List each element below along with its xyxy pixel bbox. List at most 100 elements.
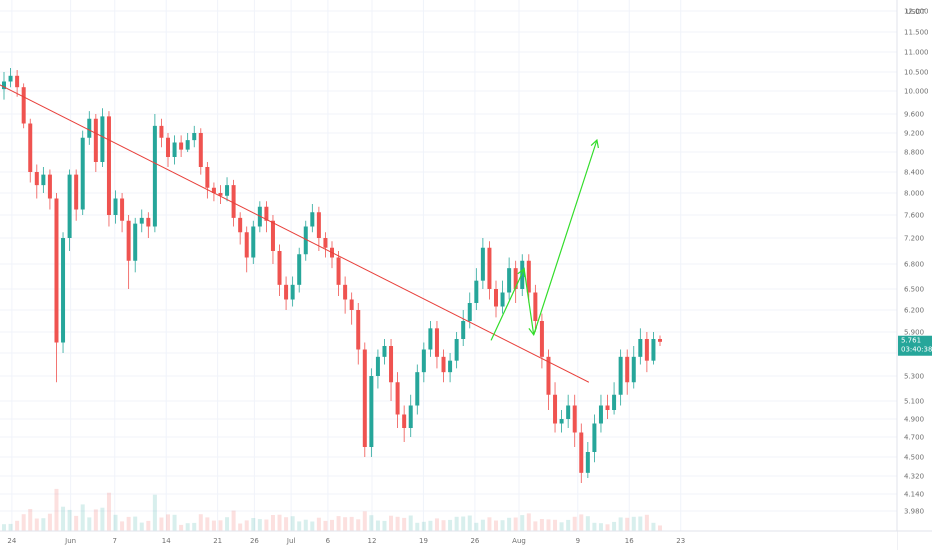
volume-bar xyxy=(231,510,236,531)
volume-bar xyxy=(658,525,662,531)
candle-body xyxy=(500,292,505,307)
candle-body xyxy=(172,142,177,157)
candle-body xyxy=(100,116,105,162)
volume-bar xyxy=(605,524,610,531)
volume-bar xyxy=(225,517,230,531)
projection-path[interactable] xyxy=(490,139,598,341)
volume-bar xyxy=(631,516,636,531)
candle-body xyxy=(225,185,230,196)
volume-bar xyxy=(113,514,118,531)
time-axis[interactable] xyxy=(0,530,932,550)
projection-arrowheads xyxy=(517,138,599,337)
volume-bar xyxy=(8,523,13,531)
candles xyxy=(2,68,662,483)
volume-bar xyxy=(644,514,649,531)
candle-body xyxy=(133,223,138,261)
volume-bar xyxy=(303,519,308,531)
candle-body xyxy=(546,356,551,395)
candle-body xyxy=(80,137,85,210)
x-tick-label: 9 xyxy=(576,537,580,545)
candle-body xyxy=(572,405,577,433)
volume-bar xyxy=(349,516,354,531)
y-tick-label: 5.900 xyxy=(904,329,924,337)
x-tick-label: Jun xyxy=(64,537,76,545)
volume-bar xyxy=(185,523,190,531)
price-axis[interactable] xyxy=(896,0,932,550)
candle-body xyxy=(533,292,538,321)
y-tick-label: 11.000 xyxy=(904,49,929,57)
y-tick-label: 4.140 xyxy=(904,491,924,499)
x-tick-label: 24 xyxy=(7,537,16,545)
arrowhead xyxy=(517,267,526,278)
candle-body xyxy=(336,257,341,285)
trendline[interactable] xyxy=(0,73,590,383)
candle-body xyxy=(454,339,459,361)
volume-bar xyxy=(415,522,420,531)
volume-bar xyxy=(61,506,66,531)
x-tick-label: 14 xyxy=(162,537,171,545)
volume-bar xyxy=(74,515,79,531)
candle-body xyxy=(625,356,630,383)
volume-bar xyxy=(585,516,590,531)
volume-bar xyxy=(382,520,387,531)
y-tick-label: 9.200 xyxy=(904,130,924,138)
candle-body xyxy=(605,405,610,410)
candle-body xyxy=(362,349,367,447)
candle-body xyxy=(375,356,380,376)
x-tick-label: 12 xyxy=(368,537,377,545)
candle-body xyxy=(185,140,190,150)
x-tick-label: 19 xyxy=(419,537,428,545)
candle-body xyxy=(618,356,623,395)
candle-body xyxy=(441,356,446,373)
volume-bar xyxy=(651,522,656,531)
volume-bar xyxy=(533,521,538,531)
currency-label: USDT xyxy=(906,8,926,16)
x-tick-label: Aug xyxy=(512,537,526,545)
volume-bar xyxy=(369,515,374,531)
candle-body xyxy=(54,198,59,343)
volume-bar xyxy=(625,517,630,531)
candle-body xyxy=(566,405,571,419)
candle-body xyxy=(113,198,118,215)
candle-body xyxy=(34,172,39,186)
volume-bar xyxy=(198,514,203,531)
candle-body xyxy=(297,254,302,285)
candle-body xyxy=(61,238,66,343)
candle-body xyxy=(87,118,92,138)
candle-body xyxy=(369,376,374,447)
candle-body xyxy=(159,125,164,138)
last-price-tag: 5.761 03:40:38 xyxy=(898,335,932,356)
candle-body xyxy=(323,238,328,248)
volume-bar xyxy=(15,520,20,531)
candle-body xyxy=(15,75,20,88)
last-price-countdown: 03:40:38 xyxy=(901,346,932,354)
last-price-value: 5.761 xyxy=(901,337,921,345)
volume-bar xyxy=(139,522,144,531)
candle-body xyxy=(343,284,348,300)
x-tick-label: Jul xyxy=(286,537,296,545)
candle-body xyxy=(480,247,485,281)
volume-bar xyxy=(408,515,413,531)
volume-bar xyxy=(218,520,223,531)
x-tick-label: 21 xyxy=(213,537,222,545)
y-tick-label: 9.600 xyxy=(904,111,924,119)
volume-bar xyxy=(546,519,551,531)
candle-body xyxy=(658,339,662,342)
candle-body xyxy=(356,310,361,350)
volume-bar xyxy=(389,515,394,531)
volume-bar xyxy=(598,523,603,531)
volume-bar xyxy=(179,524,184,531)
candle-body xyxy=(474,280,479,303)
volume-bar xyxy=(566,519,571,531)
candle-body xyxy=(28,123,33,172)
candle-body xyxy=(539,321,544,357)
candle-body xyxy=(651,339,656,361)
volume-bar xyxy=(402,517,407,531)
y-tick-label: 8.000 xyxy=(904,190,924,198)
y-tick-label: 5.300 xyxy=(904,373,924,381)
volume-bar xyxy=(211,520,216,531)
x-tick-label: 26 xyxy=(250,537,259,545)
volume-bar xyxy=(467,515,472,531)
volume-bar xyxy=(539,519,544,531)
